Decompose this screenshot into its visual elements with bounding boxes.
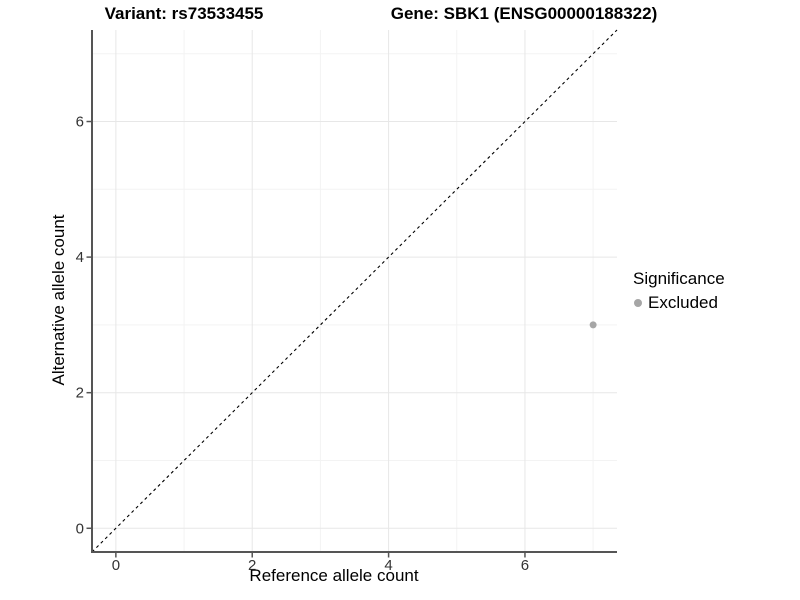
- y-tick-label: 2: [76, 385, 84, 402]
- gene-title: Gene: SBK1 (ENSG00000188322): [390, 4, 658, 23]
- x-tick-label: 6: [521, 557, 529, 574]
- data-point: [589, 321, 597, 329]
- y-tick-label: 4: [76, 249, 84, 266]
- x-tick-label: 2: [248, 557, 256, 574]
- legend-item-excluded: Excluded: [633, 293, 725, 313]
- legend-item-label: Excluded: [648, 293, 718, 312]
- y-axis-title: Alternative allele count: [49, 214, 68, 386]
- x-tick-label: 0: [112, 557, 120, 574]
- excluded-point-icon: [634, 299, 642, 307]
- legend: Significance Excluded: [633, 268, 725, 313]
- variant-title: Variant: rs73533455: [104, 4, 264, 23]
- identity-reference-line: [91, 29, 618, 553]
- y-tick-label: 6: [76, 114, 84, 131]
- x-axis-title: Reference allele count: [249, 566, 419, 585]
- y-tick-label: 0: [76, 520, 84, 537]
- x-tick-label: 4: [384, 557, 392, 574]
- legend-title: Significance: [633, 269, 725, 288]
